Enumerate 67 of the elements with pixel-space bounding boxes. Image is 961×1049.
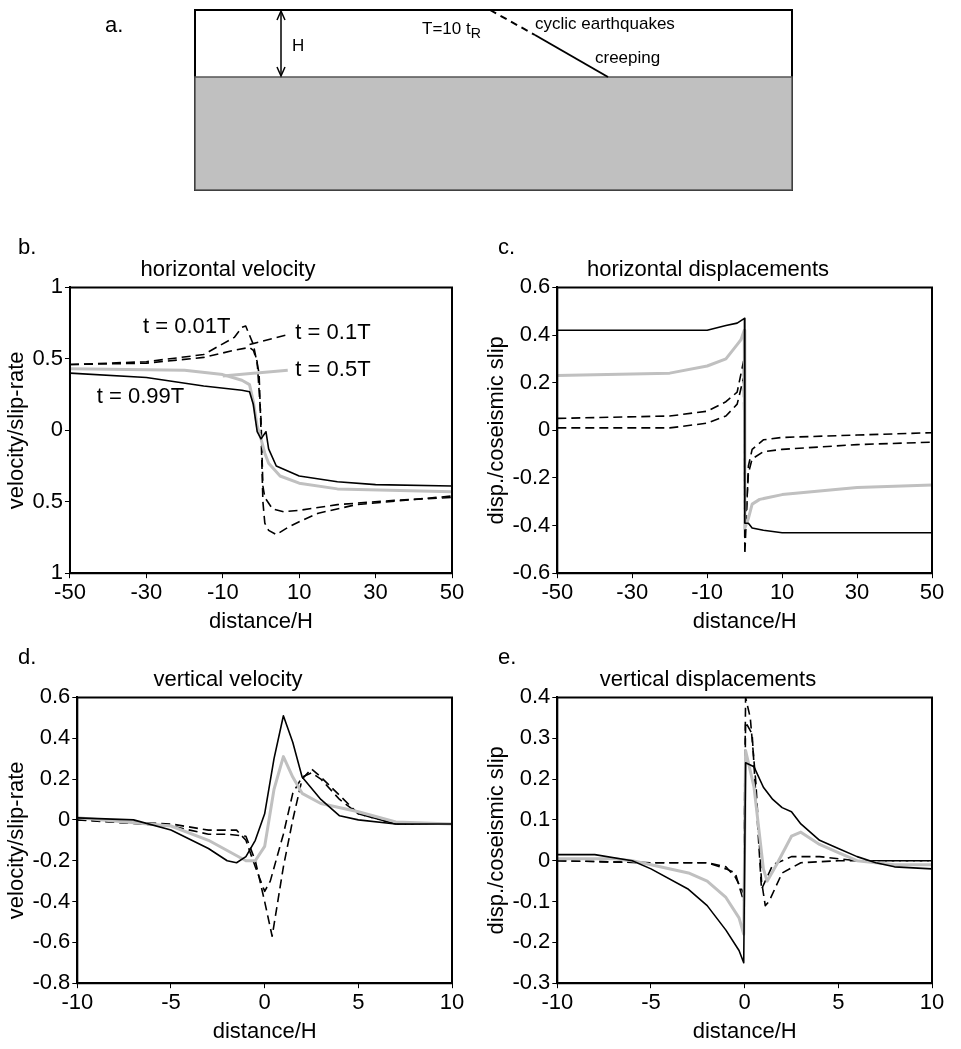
y-axis-title: disp./coseismic slip — [483, 746, 509, 935]
y-tick-label: 0 — [50, 416, 63, 442]
x-tick-label: -30 — [616, 579, 649, 605]
legend-label: t = 0.1T — [295, 319, 371, 345]
x-tick-label: 10 — [286, 579, 312, 605]
y-tick-label: 0 — [538, 846, 551, 872]
legend-label: t = 0.5T — [295, 356, 371, 382]
y-tick-label: 0.2 — [39, 765, 71, 791]
y-tick-label: 0.1 — [519, 805, 551, 831]
y-tick-label: -0.2 — [512, 464, 551, 489]
text: T=10 t$_{R}$ — [422, 18, 481, 42]
y-tick-label: 0.5 — [32, 344, 63, 370]
x-tick-label: 10 — [769, 579, 795, 605]
y-tick-label: 0.2 — [519, 368, 551, 394]
series-label: t = 0.99T — [96, 383, 185, 409]
text: b. — [18, 234, 37, 260]
chart-title: horizontal displacements — [586, 256, 830, 282]
y-tick-label: -0.4 — [512, 511, 551, 537]
chart-title: vertical velocity — [153, 666, 303, 692]
text: cyclic earthquakes — [535, 13, 675, 33]
x-tick-label: 10 — [439, 989, 465, 1015]
x-axis-title: distance/H — [209, 607, 313, 633]
text: c. — [498, 234, 516, 260]
y-axis-title: disp./coseismic slip — [483, 336, 509, 525]
x-tick-label: -10 — [691, 579, 724, 605]
y-tick-label: 0 — [58, 805, 71, 831]
y-tick-label: -0.2 — [32, 846, 71, 872]
y-tick-label: -0.4 — [32, 887, 71, 913]
text: H — [292, 35, 305, 55]
y-tick-label: 1 — [50, 273, 63, 299]
y-tick-label: -0.1 — [512, 887, 551, 913]
x-tick-label: 10 — [919, 989, 945, 1015]
y-axis-title: velocity/slip-rate — [3, 761, 29, 920]
y-tick-label: 0.4 — [519, 683, 551, 709]
x-axis-title: distance/H — [212, 1017, 317, 1043]
series-label: t = 0.01T — [142, 313, 231, 339]
text: a. — [105, 12, 124, 37]
y-tick-label: 0.3 — [519, 724, 551, 750]
x-axis-title: distance/H — [692, 1017, 797, 1043]
y-axis-title: velocity/slip-rate — [3, 351, 29, 510]
text: e. — [498, 644, 517, 670]
x-tick-label: 50 — [439, 579, 465, 605]
text: d. — [18, 644, 37, 670]
x-tick-label: -5 — [641, 989, 661, 1015]
x-tick-label: 30 — [844, 579, 870, 605]
x-tick-label: -5 — [161, 989, 181, 1015]
text: creeping — [595, 47, 661, 67]
x-tick-label: 5 — [832, 989, 845, 1015]
x-tick-label: -10 — [206, 579, 239, 605]
x-tick-label: 0 — [258, 989, 271, 1015]
y-tick-label: 0 — [538, 416, 551, 442]
x-tick-label: 0 — [738, 989, 751, 1015]
y-tick-label: 0.4 — [39, 724, 71, 750]
x-tick-label: 5 — [352, 989, 365, 1015]
y-tick-label: 0.4 — [519, 321, 551, 347]
x-tick-label: 50 — [919, 579, 945, 605]
y-tick-label: 0.2 — [519, 765, 551, 791]
x-axis-title: distance/H — [692, 607, 797, 633]
y-tick-label: 0.6 — [39, 683, 71, 709]
x-tick-label: -30 — [130, 579, 163, 605]
y-tick-label: 0.5 — [32, 487, 63, 513]
x-tick-label: 30 — [363, 579, 388, 605]
y-tick-label: 0.6 — [519, 273, 551, 299]
y-tick-label: -0.6 — [32, 928, 71, 954]
chart-title: horizontal velocity — [140, 256, 316, 282]
y-tick-label: -0.2 — [512, 928, 551, 954]
chart-title: vertical displacements — [599, 666, 817, 692]
